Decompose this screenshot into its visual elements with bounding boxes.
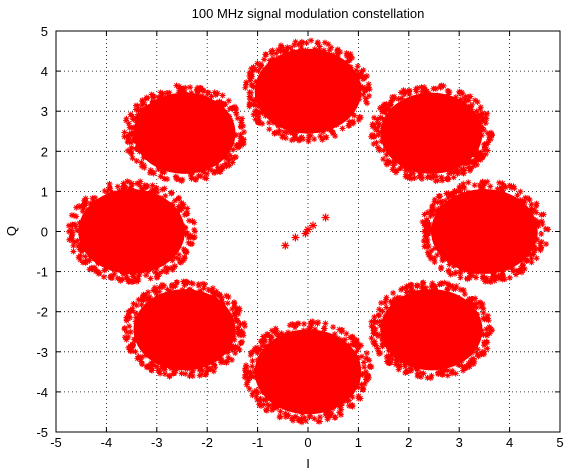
y-tick-label: 0 bbox=[41, 225, 48, 240]
x-tick-label: 2 bbox=[405, 435, 412, 450]
cluster-fringe-points bbox=[242, 37, 373, 145]
cluster-core bbox=[254, 329, 362, 415]
y-tick-label: 4 bbox=[41, 64, 48, 79]
center-point bbox=[291, 233, 300, 242]
cluster-core bbox=[254, 48, 362, 134]
y-tick-label: 2 bbox=[41, 144, 48, 159]
y-tick-label: 1 bbox=[41, 184, 48, 199]
cluster-fringe-points bbox=[368, 82, 495, 185]
cluster-fringe-points bbox=[65, 178, 198, 285]
cluster-fringe-points bbox=[368, 279, 496, 382]
cluster-core bbox=[380, 92, 483, 174]
center-point bbox=[309, 221, 317, 230]
center-point bbox=[301, 229, 310, 238]
x-tick-label: 3 bbox=[456, 435, 463, 450]
x-tick-label: -5 bbox=[50, 435, 62, 450]
cluster-fringe-points bbox=[121, 278, 248, 380]
center-point bbox=[281, 241, 290, 250]
y-tick-label: -2 bbox=[36, 305, 48, 320]
data-points bbox=[65, 37, 551, 426]
y-axis-label: Q bbox=[4, 226, 19, 236]
x-tick-label: -3 bbox=[151, 435, 163, 450]
cluster-fringe-points bbox=[121, 82, 247, 185]
x-tick-label: 5 bbox=[556, 435, 563, 450]
cluster-core bbox=[133, 289, 236, 371]
y-tick-label: -4 bbox=[36, 385, 48, 400]
x-tick-label: -1 bbox=[252, 435, 264, 450]
x-tick-label: 1 bbox=[355, 435, 362, 450]
cluster-core bbox=[78, 189, 185, 274]
cluster-core bbox=[380, 289, 483, 371]
cluster-core bbox=[133, 92, 236, 174]
cluster-fringe-points bbox=[241, 318, 375, 426]
axis-ticks: -5 -4 -3 -2 -1 0 1 2 3 4 5 -5 -4 -3 -2 -1 0 1 2 3 4 5 bbox=[36, 24, 563, 450]
x-tick-label: 0 bbox=[304, 435, 311, 450]
y-tick-label: 5 bbox=[41, 24, 48, 39]
x-tick-label: -4 bbox=[101, 435, 113, 450]
chart-title: 100 MHz signal modulation constellation bbox=[192, 6, 425, 21]
plot-area: -5 -4 -3 -2 -1 0 1 2 3 4 5 -5 -4 -3 -2 -1 0 1 2 3 4 5 bbox=[36, 24, 563, 450]
cluster-core bbox=[431, 189, 538, 274]
y-tick-label: 3 bbox=[41, 104, 48, 119]
x-tick-label: -2 bbox=[201, 435, 213, 450]
y-tick-label: -5 bbox=[36, 425, 48, 440]
center-point bbox=[304, 225, 312, 234]
cluster-fringe-points bbox=[419, 178, 551, 285]
x-tick-label: 4 bbox=[506, 435, 513, 450]
center-point bbox=[321, 213, 330, 222]
y-tick-label: -3 bbox=[36, 345, 48, 360]
x-axis-label: I bbox=[306, 456, 310, 471]
y-tick-label: -1 bbox=[36, 265, 48, 280]
